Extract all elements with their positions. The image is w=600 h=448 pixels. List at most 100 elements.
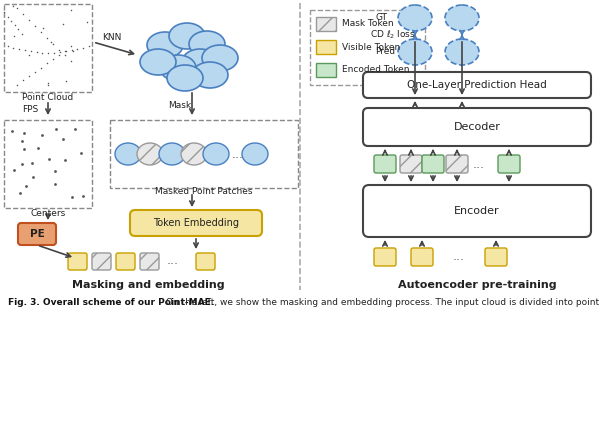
Point xyxy=(14,26,23,33)
Point xyxy=(3,43,13,50)
Point xyxy=(42,60,52,67)
FancyBboxPatch shape xyxy=(485,248,507,266)
Point xyxy=(19,129,29,137)
Ellipse shape xyxy=(398,5,432,31)
Point xyxy=(30,69,40,76)
Point xyxy=(66,43,76,50)
Point xyxy=(24,73,34,80)
FancyBboxPatch shape xyxy=(196,253,215,270)
Point xyxy=(38,131,47,138)
Point xyxy=(28,173,38,180)
Point xyxy=(55,49,65,56)
Point xyxy=(19,145,28,152)
Text: One-Layer Prediction Head: One-Layer Prediction Head xyxy=(407,80,547,90)
Bar xyxy=(110,120,298,188)
Point xyxy=(58,20,68,27)
Ellipse shape xyxy=(398,39,432,65)
Point xyxy=(60,52,70,59)
Ellipse shape xyxy=(192,62,228,88)
Text: CD $\ell_2$ loss: CD $\ell_2$ loss xyxy=(370,29,416,41)
Point xyxy=(79,44,88,52)
Text: Masked Point Patches: Masked Point Patches xyxy=(155,188,253,197)
Point xyxy=(12,4,22,12)
Point xyxy=(73,46,82,53)
Point xyxy=(18,77,28,84)
Point xyxy=(10,166,19,173)
Point xyxy=(32,49,41,56)
Text: Autoencoder pre-training: Autoencoder pre-training xyxy=(398,280,556,290)
Point xyxy=(77,150,86,157)
Point xyxy=(8,44,18,52)
Text: Point Cloud: Point Cloud xyxy=(22,92,74,102)
Point xyxy=(44,49,53,56)
Point xyxy=(60,47,70,54)
Point xyxy=(25,52,34,59)
Point xyxy=(18,11,28,18)
Point xyxy=(47,39,56,46)
Ellipse shape xyxy=(242,143,268,165)
Point xyxy=(68,47,78,54)
FancyBboxPatch shape xyxy=(130,210,262,236)
Text: Masking and embedding: Masking and embedding xyxy=(71,280,224,290)
Point xyxy=(12,81,22,88)
Point xyxy=(24,17,34,24)
Point xyxy=(17,160,26,168)
FancyBboxPatch shape xyxy=(374,155,396,173)
Text: Encoder: Encoder xyxy=(454,206,500,216)
Point xyxy=(30,22,40,30)
Text: Mask Token: Mask Token xyxy=(342,20,394,29)
Point xyxy=(49,49,59,56)
Point xyxy=(48,40,58,47)
Point xyxy=(3,13,13,20)
FancyBboxPatch shape xyxy=(498,155,520,173)
Point xyxy=(9,33,19,40)
Point xyxy=(27,159,37,166)
Text: Pred: Pred xyxy=(375,47,395,56)
FancyBboxPatch shape xyxy=(446,155,468,173)
Point xyxy=(58,135,68,142)
Point xyxy=(60,156,70,164)
Point xyxy=(66,58,76,65)
Point xyxy=(21,182,31,190)
Point xyxy=(67,47,76,54)
FancyBboxPatch shape xyxy=(18,223,56,245)
Text: Fig. 3. Overall scheme of our Point-MAE.: Fig. 3. Overall scheme of our Point-MAE. xyxy=(8,298,214,307)
FancyBboxPatch shape xyxy=(140,253,159,270)
Text: Decoder: Decoder xyxy=(454,122,500,132)
Point xyxy=(17,30,27,37)
FancyBboxPatch shape xyxy=(422,155,444,173)
Point xyxy=(54,52,64,59)
Ellipse shape xyxy=(182,49,218,75)
Ellipse shape xyxy=(169,23,205,49)
FancyBboxPatch shape xyxy=(400,155,422,173)
Text: Token Embedding: Token Embedding xyxy=(153,218,239,228)
Text: PE: PE xyxy=(29,229,44,239)
FancyBboxPatch shape xyxy=(116,253,135,270)
Point xyxy=(78,193,88,200)
FancyBboxPatch shape xyxy=(68,253,87,270)
Text: Mask: Mask xyxy=(169,102,191,111)
Bar xyxy=(316,63,336,77)
Point xyxy=(7,17,16,25)
Point xyxy=(66,6,76,13)
Point xyxy=(36,64,46,71)
Point xyxy=(20,47,30,54)
Point xyxy=(17,137,26,144)
Point xyxy=(61,48,71,55)
Point xyxy=(38,49,47,56)
Text: Encoded Token: Encoded Token xyxy=(342,65,409,74)
Ellipse shape xyxy=(203,143,229,165)
Text: Centers: Centers xyxy=(31,208,65,217)
Point xyxy=(50,181,59,188)
Bar xyxy=(316,40,336,54)
Ellipse shape xyxy=(445,5,479,31)
Bar xyxy=(310,10,425,85)
Point xyxy=(50,168,60,175)
FancyBboxPatch shape xyxy=(363,185,591,237)
Point xyxy=(82,18,92,26)
Ellipse shape xyxy=(115,143,141,165)
Point xyxy=(44,155,54,162)
Ellipse shape xyxy=(181,143,207,165)
Ellipse shape xyxy=(147,32,183,58)
Point xyxy=(0,9,9,16)
